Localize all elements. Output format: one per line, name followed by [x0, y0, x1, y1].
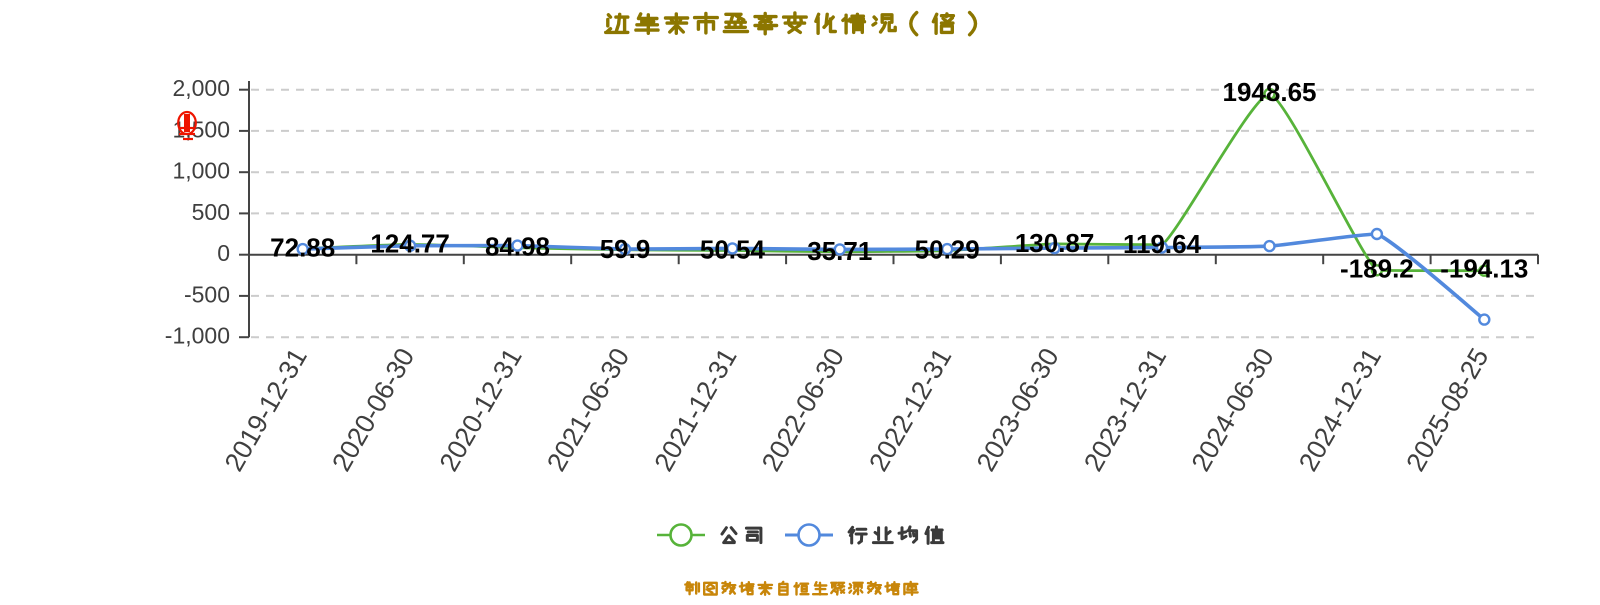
svg-text:1,000: 1,000 — [172, 158, 230, 184]
svg-text:1948.65: 1948.65 — [1223, 77, 1317, 107]
svg-text:-1,000: -1,000 — [165, 323, 230, 349]
svg-text:35.71: 35.71 — [807, 236, 872, 266]
svg-text:-194.13: -194.13 — [1440, 254, 1528, 284]
svg-text:-189.2: -189.2 — [1340, 253, 1414, 283]
svg-text:119.64: 119.64 — [1123, 229, 1202, 259]
svg-text:59.9: 59.9 — [600, 234, 651, 264]
svg-text:72.88: 72.88 — [270, 233, 335, 263]
svg-text:0: 0 — [217, 240, 230, 266]
svg-text:84.98: 84.98 — [485, 232, 550, 262]
svg-text:124.77: 124.77 — [370, 228, 450, 258]
svg-text:50.29: 50.29 — [915, 235, 980, 265]
svg-text:2,000: 2,000 — [172, 75, 230, 101]
svg-text:500: 500 — [192, 199, 230, 225]
svg-text:-500: -500 — [184, 281, 230, 307]
svg-text:50.54: 50.54 — [700, 235, 766, 265]
svg-text:1,500: 1,500 — [172, 116, 230, 142]
svg-text:130.87: 130.87 — [1015, 228, 1095, 258]
